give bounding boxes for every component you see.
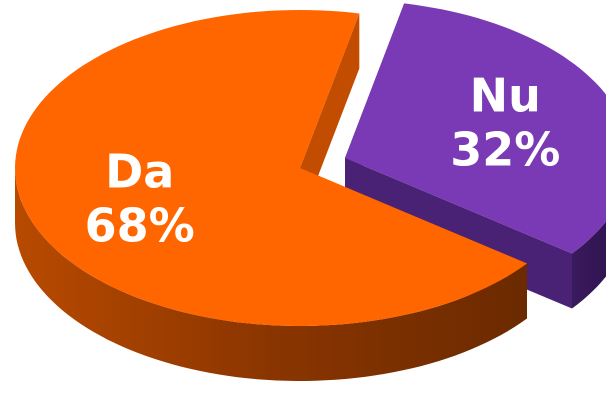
slice-value-label: 32% [450, 122, 560, 176]
slice-value-label: 68% [85, 199, 195, 253]
slice-side [15, 168, 527, 381]
slice-category-label: Da [105, 145, 174, 199]
slice [15, 10, 527, 326]
slice-side [572, 221, 606, 309]
slice [345, 3, 606, 254]
slice-wall [300, 13, 360, 223]
slice-category-label: Nu [470, 68, 541, 122]
